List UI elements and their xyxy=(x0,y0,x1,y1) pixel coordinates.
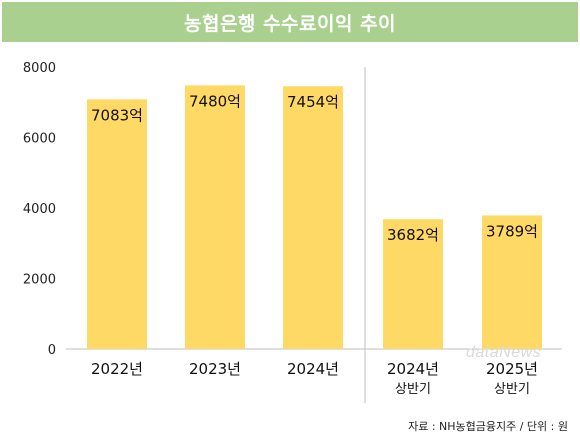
data-label: 3789억 xyxy=(486,222,538,240)
chart-title: 농협은행 수수료이익 추이 xyxy=(183,12,396,35)
bar xyxy=(283,86,343,350)
y-tick-label: 8000 xyxy=(23,61,56,76)
x-tick-label: 2025년 xyxy=(486,360,538,378)
watermark-logo: dataNews xyxy=(466,344,542,361)
data-label: 7454억 xyxy=(287,93,339,111)
x-tick-label: 상반기 xyxy=(494,382,530,397)
chart-header: 농협은행 수수료이익 추이 xyxy=(2,2,578,42)
bar xyxy=(383,219,443,349)
y-tick-label: 2000 xyxy=(23,273,56,288)
x-tick-label: 상반기 xyxy=(395,382,431,397)
y-tick-label: 6000 xyxy=(23,132,56,147)
x-tick-label: 2024년 xyxy=(287,360,339,378)
y-tick-label: 0 xyxy=(48,343,56,358)
data-label: 7480억 xyxy=(189,92,241,110)
bar xyxy=(482,215,542,349)
x-tick-label: 2023년 xyxy=(189,360,241,378)
data-label: 3682억 xyxy=(387,226,439,244)
source-note: 자료 : NH농협금융지주 / 단위 : 원 xyxy=(408,420,568,433)
data-label: 7083억 xyxy=(91,106,143,124)
x-tick-label: 2022년 xyxy=(91,360,143,378)
x-tick-label: 2024년 xyxy=(387,360,439,378)
bar xyxy=(87,99,147,349)
y-tick-label: 4000 xyxy=(23,202,56,217)
bar xyxy=(185,85,245,349)
